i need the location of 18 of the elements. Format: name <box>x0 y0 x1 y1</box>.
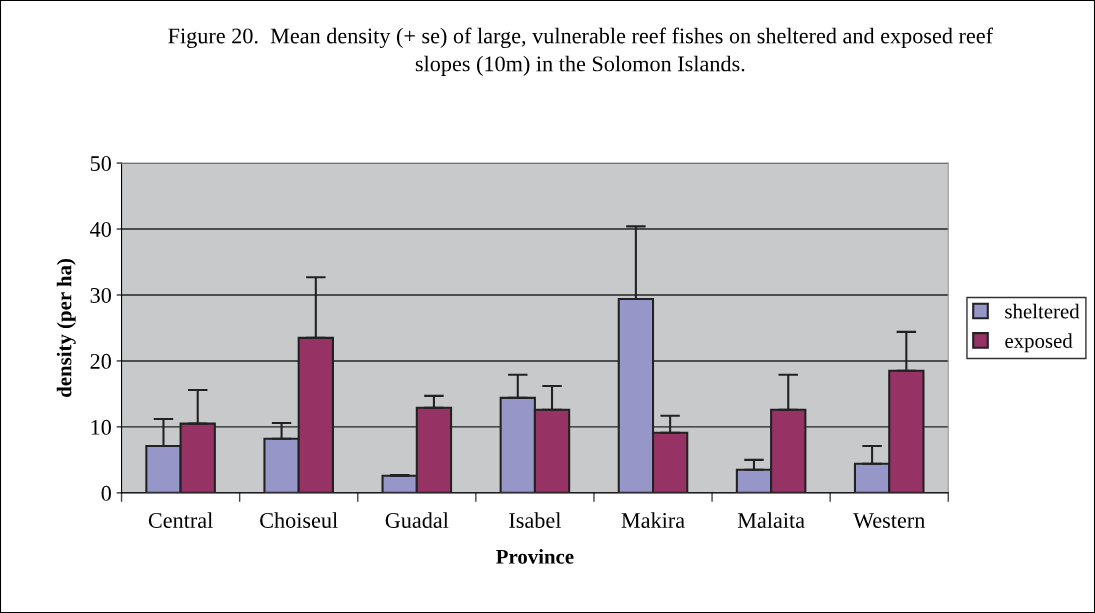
y-tick-label: 50 <box>90 155 111 171</box>
legend-label: exposed <box>1005 333 1073 353</box>
x-axis-title: Province <box>496 549 574 564</box>
y-tick-label: 40 <box>90 221 111 237</box>
x-tick-label: Malaita <box>737 512 805 528</box>
x-tick-label: Makira <box>621 512 685 528</box>
x-tick-label: Guadal <box>385 512 449 528</box>
y-tick-label: 0 <box>101 485 111 501</box>
x-tick-label: Isabel <box>509 512 561 528</box>
y-axis-title: density (per ha) <box>56 259 76 397</box>
y-tick-label: 20 <box>90 353 111 369</box>
chart-title: Figure 20. Mean density (+ se) of large, vulnerable reef fishes on sheltered and exposed reef slopes (10m) in the Solomon Islands. <box>168 27 994 76</box>
y-tick-label: 10 <box>91 419 111 435</box>
legend-label: sheltered <box>1005 303 1080 319</box>
x-tick-label: Western <box>853 513 926 529</box>
x-tick-label: Choiseul <box>260 512 338 528</box>
y-tick-label: 30 <box>90 287 111 303</box>
x-tick-label: Central <box>148 512 213 528</box>
